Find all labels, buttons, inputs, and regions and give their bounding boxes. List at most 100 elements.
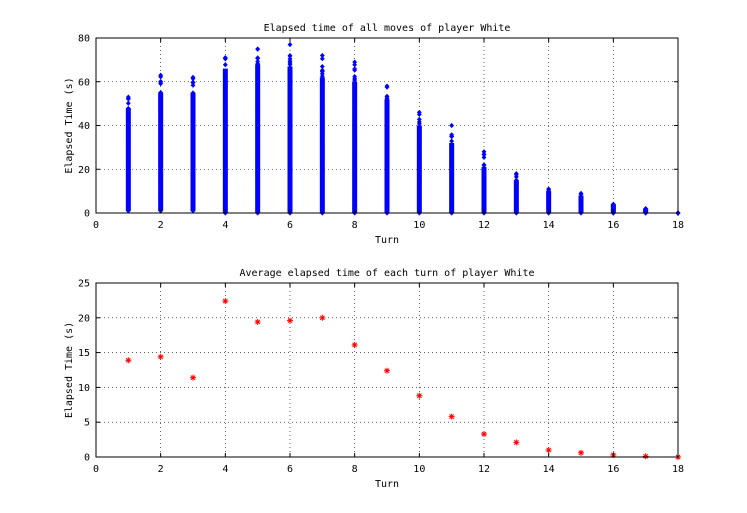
data-point — [352, 194, 358, 200]
data-point — [513, 196, 519, 203]
data-point — [319, 78, 325, 84]
data-point — [157, 353, 164, 360]
data-point — [255, 59, 261, 65]
data-point — [287, 84, 293, 90]
data-point — [222, 165, 228, 171]
x-axis-label: Turn — [375, 479, 399, 490]
data-point — [287, 65, 293, 71]
data-point — [448, 413, 455, 420]
data-point — [449, 132, 455, 138]
data-point — [287, 53, 293, 59]
data-point — [125, 357, 132, 364]
ticks — [95, 37, 679, 214]
data-point — [222, 196, 228, 202]
data-point — [190, 124, 196, 130]
data-point — [255, 78, 261, 84]
data-point — [416, 148, 422, 154]
data-series — [125, 298, 681, 460]
data-point — [287, 56, 293, 62]
data-point — [287, 107, 293, 113]
data-point — [513, 171, 519, 177]
data-point — [125, 148, 131, 154]
data-point — [449, 158, 455, 164]
data-point — [352, 115, 358, 121]
x-tick-label: 12 — [478, 464, 490, 475]
data-point — [352, 59, 358, 65]
data-point — [481, 154, 487, 160]
data-point — [481, 162, 487, 169]
data-point — [255, 106, 261, 112]
data-point — [287, 128, 293, 134]
data-point — [125, 130, 131, 136]
data-point — [222, 178, 228, 185]
point-column — [287, 66, 293, 213]
data-point — [384, 367, 390, 374]
data-point — [416, 172, 422, 178]
data-point — [449, 195, 455, 202]
data-point — [222, 135, 228, 141]
data-point — [449, 138, 455, 144]
data-point — [416, 184, 422, 191]
data-point — [416, 202, 422, 208]
x-tick-label: 2 — [158, 464, 164, 475]
data-point — [287, 41, 293, 48]
data-point — [416, 109, 422, 115]
data-point — [190, 106, 196, 112]
data-point — [287, 163, 293, 169]
data-point — [416, 392, 423, 399]
data-point — [481, 202, 487, 208]
data-point — [352, 152, 358, 159]
data-point — [352, 99, 358, 105]
data-point — [158, 129, 164, 136]
data-point — [319, 155, 325, 161]
y-axis-label: Elapsed Time (s) — [64, 77, 75, 173]
x-tick-label: 2 — [158, 220, 164, 231]
x-tick-label: 4 — [222, 464, 228, 475]
data-point — [158, 150, 164, 156]
data-point — [610, 206, 616, 212]
data-point — [222, 128, 228, 134]
data-point — [255, 176, 261, 183]
data-point — [255, 132, 261, 138]
x-tick-label: 14 — [543, 464, 555, 475]
data-point — [190, 157, 196, 163]
data-point — [255, 163, 261, 170]
data-point — [287, 61, 293, 68]
data-point — [352, 89, 358, 95]
data-point — [319, 314, 326, 321]
data-point — [384, 103, 390, 110]
data-point — [352, 81, 358, 87]
data-point — [319, 138, 325, 144]
y-tick-label: 80 — [78, 34, 90, 45]
data-point — [287, 197, 293, 204]
data-point — [449, 174, 455, 180]
data-point — [287, 181, 293, 187]
x-tick-label: 14 — [543, 220, 555, 231]
x-tick-label: 10 — [413, 464, 425, 475]
data-point — [481, 172, 487, 178]
data-point — [190, 145, 196, 151]
data-point — [319, 135, 325, 141]
data-point — [190, 185, 196, 191]
data-point — [158, 113, 164, 119]
data-point — [255, 122, 261, 128]
data-point — [222, 99, 228, 105]
data-point — [384, 184, 390, 190]
data-point — [125, 169, 131, 175]
data-point — [546, 186, 552, 192]
data-point — [125, 175, 131, 181]
data-point — [384, 179, 390, 185]
data-point — [481, 431, 487, 438]
data-point — [287, 70, 293, 77]
data-point — [222, 142, 228, 148]
data-point — [125, 208, 131, 214]
y-tick-label: 20 — [78, 313, 90, 324]
data-point — [125, 94, 131, 100]
data-point — [319, 194, 325, 200]
data-point — [319, 183, 325, 189]
data-point — [352, 160, 358, 166]
data-series — [125, 41, 681, 216]
data-point — [255, 65, 261, 71]
data-point — [125, 179, 131, 185]
data-point — [416, 134, 422, 140]
